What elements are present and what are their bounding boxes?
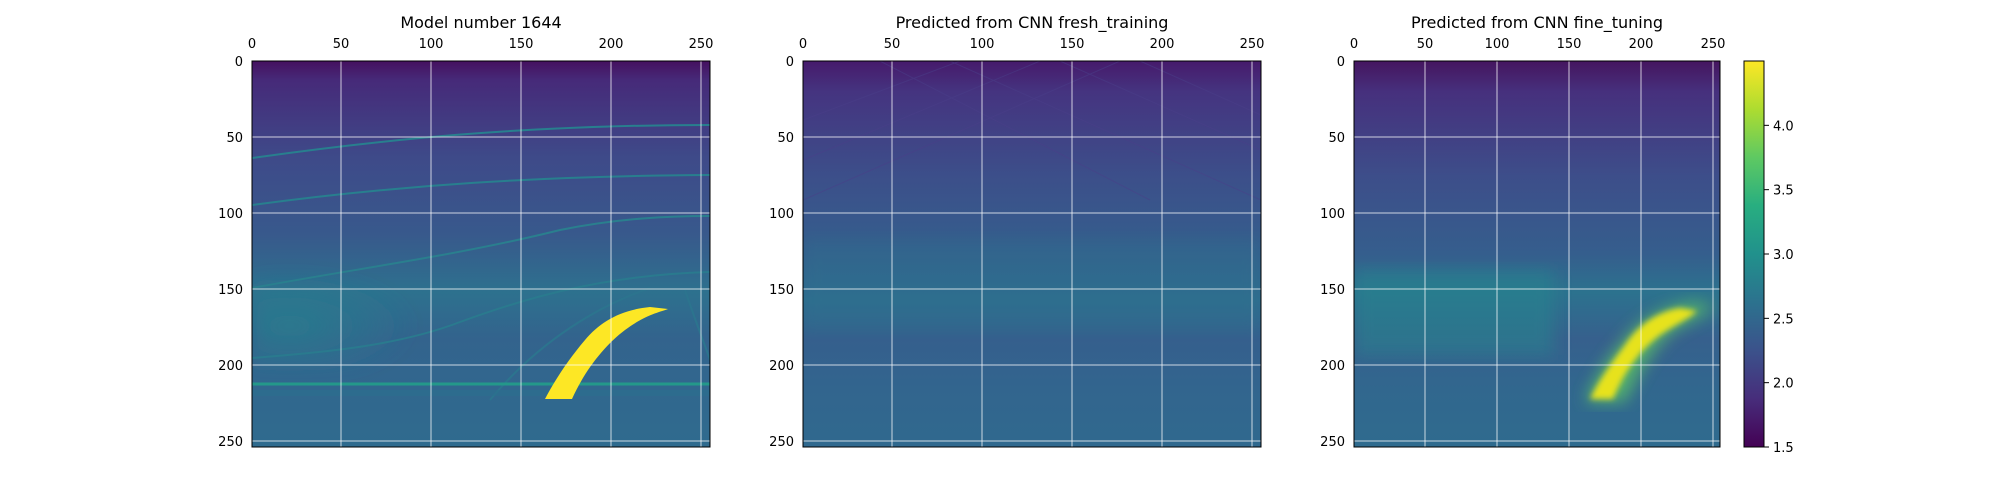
x-tick-label: 0 [1350,37,1358,52]
panel-model-grid [252,61,710,447]
anomaly-body [545,307,668,399]
colorbar-tick-label: 2.0 [1773,377,1794,392]
y-tick-label: 0 [786,55,794,70]
panel-fresh-title: Predicted from CNN fresh_training [896,13,1169,33]
fault-line [489,287,651,401]
x-tick-label: 100 [970,37,995,52]
panel-fine: Predicted from CNN fine_tuning 0 50 100 … [1320,13,1725,450]
x-tick-label: 0 [248,37,256,52]
y-tick-label: 100 [218,207,243,222]
panel-fresh-xticks: 0 50 100 150 200 250 [799,37,1265,52]
y-tick-label: 100 [769,207,794,222]
y-tick-label: 250 [218,435,243,450]
colorbar-ticks: 1.5 2.0 2.5 3.0 3.5 4.0 [1764,119,1794,456]
panel-fresh: Predicted from CNN fresh_training 0 50 1… [769,13,1264,450]
x-tick-label: 50 [884,37,901,52]
y-tick-label: 150 [769,283,794,298]
panel-fine-grid [1354,61,1720,447]
panel-fine-title: Predicted from CNN fine_tuning [1411,13,1663,33]
x-tick-label: 100 [1485,37,1510,52]
anomaly-body [1590,308,1697,399]
panel-fine-yticks: 0 50 100 150 200 250 [1320,55,1345,450]
y-tick-label: 200 [769,359,794,374]
x-tick-label: 150 [1557,37,1582,52]
x-tick-label: 150 [509,37,534,52]
panel-model: Model number 1644 0 50 [218,13,713,450]
x-tick-label: 250 [689,37,714,52]
panel-fresh-grid [803,61,1261,447]
layer-line [252,215,710,289]
fault-line [684,289,710,361]
x-tick-label: 200 [1629,37,1654,52]
colorbar: 1.5 2.0 2.5 3.0 3.5 4.0 [1743,60,1794,456]
x-tick-label: 150 [1060,37,1085,52]
panel-fresh-heatmap [803,61,1261,447]
y-tick-label: 150 [1320,283,1345,298]
x-tick-label: 0 [799,37,807,52]
panel-model-xticks: 0 50 100 150 200 250 [248,37,714,52]
y-tick-label: 0 [1337,55,1345,70]
y-tick-label: 100 [1320,207,1345,222]
colorbar-tick-label: 4.0 [1773,119,1794,134]
colorbar-gradient [1744,61,1764,447]
colorbar-tick-label: 3.5 [1773,184,1794,199]
colorbar-tick-label: 1.5 [1773,441,1794,456]
x-tick-label: 50 [333,37,350,52]
layer-line [252,271,710,359]
y-tick-label: 50 [1328,131,1345,146]
panel-fine-xticks: 0 50 100 150 200 250 [1350,37,1726,52]
colorbar-tick-label: 3.0 [1773,248,1794,263]
colorbar-tick-label: 2.5 [1773,312,1794,327]
x-tick-label: 50 [1417,37,1434,52]
x-tick-label: 250 [1240,37,1265,52]
y-tick-label: 200 [218,359,243,374]
y-tick-label: 200 [1320,359,1345,374]
y-tick-label: 50 [777,131,794,146]
layer-line [252,174,710,206]
panel-fresh-yticks: 0 50 100 150 200 250 [769,55,794,450]
layer-line [252,124,710,159]
panel-model-title: Model number 1644 [400,13,561,32]
y-tick-label: 0 [235,55,243,70]
panel-model-yticks: 0 50 100 150 200 250 [218,55,243,450]
panel-fine-heatmap [1354,61,1720,447]
x-tick-label: 200 [599,37,624,52]
x-tick-label: 200 [1150,37,1175,52]
y-tick-label: 250 [769,435,794,450]
y-tick-label: 150 [218,283,243,298]
x-tick-label: 250 [1701,37,1726,52]
y-tick-label: 50 [226,131,243,146]
panel-model-heatmap [252,61,710,447]
y-tick-label: 250 [1320,435,1345,450]
x-tick-label: 100 [419,37,444,52]
